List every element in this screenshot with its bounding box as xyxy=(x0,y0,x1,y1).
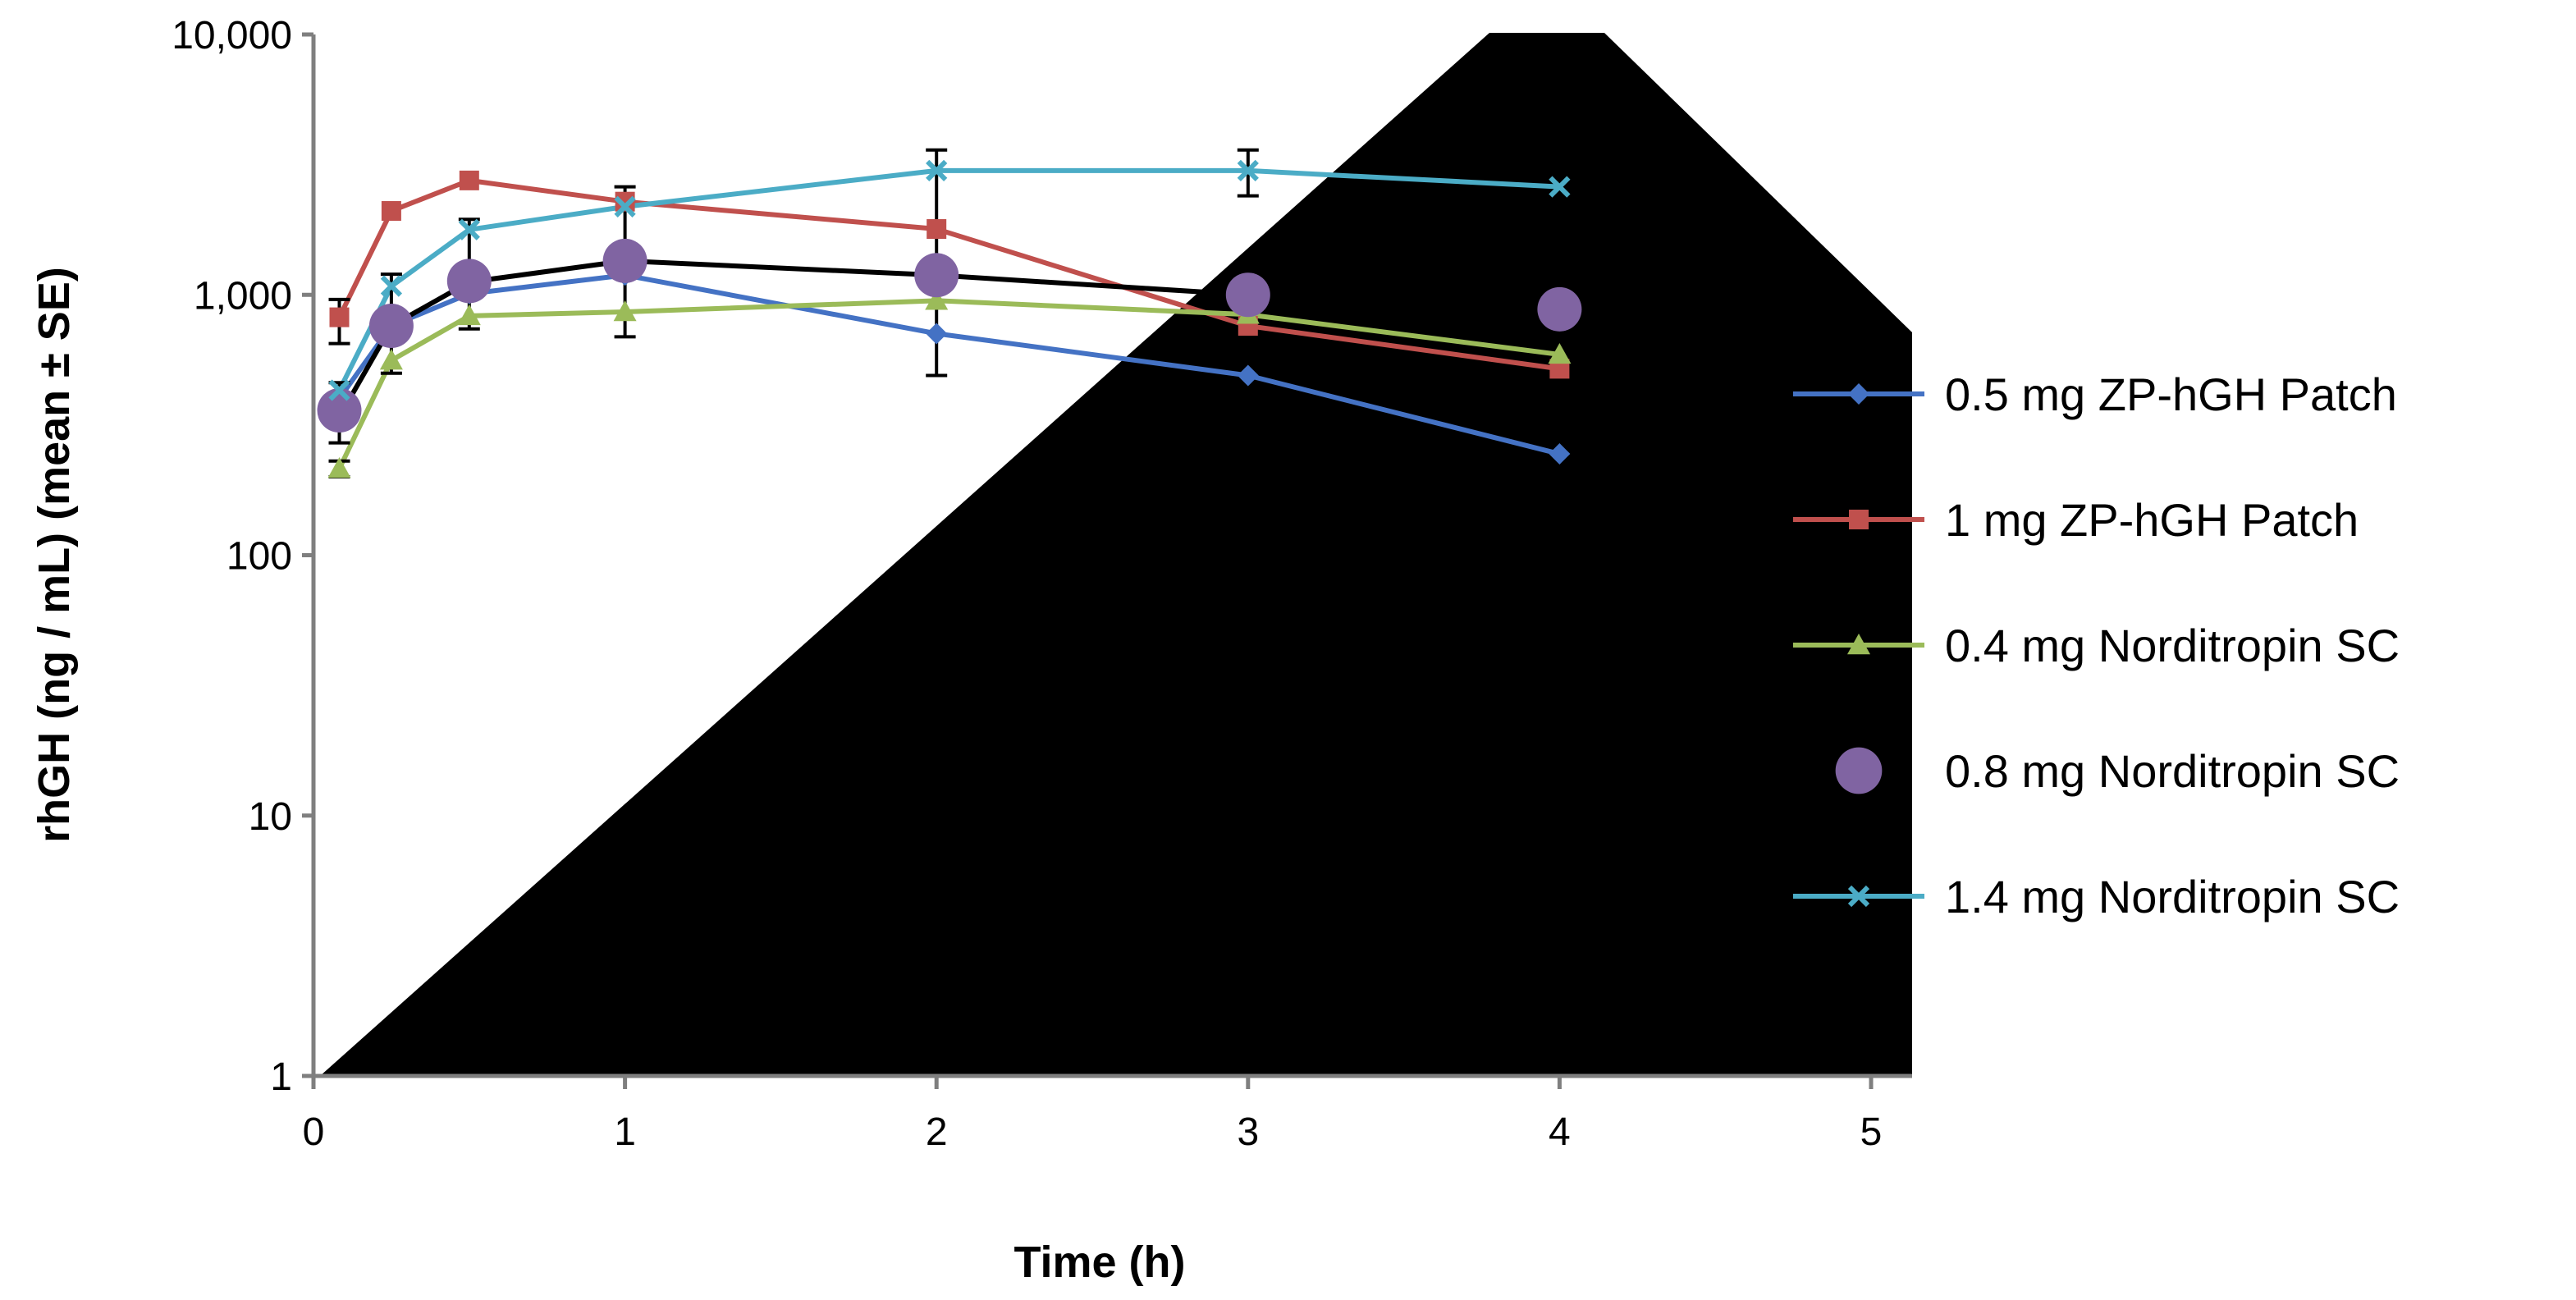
data-point xyxy=(613,300,637,322)
data-point xyxy=(602,238,647,283)
data-point xyxy=(457,304,481,326)
plot-area xyxy=(317,148,1582,478)
legend-marker xyxy=(1847,885,1870,908)
y-ticks: 1 10 100 1,000 10,000 xyxy=(172,14,313,1099)
y-axis-title: rhGH (ng / mL) (mean ± SE) xyxy=(30,267,79,843)
data-point xyxy=(380,275,403,297)
data-point xyxy=(927,219,947,240)
y-tick-label: 1 xyxy=(270,1055,292,1099)
data-point xyxy=(1237,159,1259,182)
data-point xyxy=(925,289,949,310)
data-point xyxy=(614,195,636,217)
x-tick-label: 2 xyxy=(926,1110,948,1154)
data-point xyxy=(327,457,351,478)
data-point xyxy=(317,388,362,433)
data-point xyxy=(1549,176,1571,198)
legend: 0.5 mg ZP-hGH Patch 1 mg ZP-hGH Patch 0.4 … xyxy=(1793,368,2400,922)
legend-label: 1.4 mg Norditropin SC xyxy=(1945,871,2400,922)
legend-item: 0.4 mg Norditropin SC xyxy=(1793,620,2400,671)
legend-label: 0.4 mg Norditropin SC xyxy=(1945,620,2400,671)
legend-item: 0.5 mg ZP-hGH Patch xyxy=(1793,368,2397,420)
data-point xyxy=(458,218,480,240)
legend-marker xyxy=(1849,510,1869,529)
data-point xyxy=(1225,272,1270,318)
data-point xyxy=(1548,342,1572,364)
data-point xyxy=(446,259,492,304)
data-point xyxy=(328,379,350,401)
data-point xyxy=(1237,364,1259,387)
data-point xyxy=(368,304,414,349)
data-point xyxy=(379,349,403,370)
series-markers xyxy=(317,159,1582,478)
x-axis-title: Time (h) xyxy=(1013,1238,1185,1287)
x-tick-label: 5 xyxy=(1860,1110,1883,1154)
y-tick-label: 10 xyxy=(249,795,292,839)
legend-label: 0.5 mg ZP-hGH Patch xyxy=(1945,368,2397,420)
data-point xyxy=(1537,286,1582,332)
data-point xyxy=(459,170,479,190)
data-point xyxy=(1549,443,1571,465)
black-occluding-shape xyxy=(320,33,1912,1076)
x-tick-label: 3 xyxy=(1237,1110,1259,1154)
data-point xyxy=(914,253,959,298)
data-point xyxy=(926,159,948,182)
legend-item: 1.4 mg Norditropin SC xyxy=(1793,871,2400,922)
y-tick-label: 1,000 xyxy=(194,274,292,318)
legend-label: 1 mg ZP-hGH Patch xyxy=(1945,494,2359,546)
legend-marker xyxy=(1835,747,1883,794)
x-tick-label: 1 xyxy=(614,1110,636,1154)
y-tick-label: 100 xyxy=(226,535,292,579)
legend-marker xyxy=(1848,383,1869,405)
legend-marker xyxy=(1847,634,1870,655)
x-tick-label: 4 xyxy=(1549,1110,1571,1154)
y-tick-label: 10,000 xyxy=(172,14,292,57)
data-point xyxy=(381,201,401,222)
legend-item: 1 mg ZP-hGH Patch xyxy=(1793,494,2359,546)
legend-item: 0.8 mg Norditropin SC xyxy=(1835,745,2400,797)
data-point xyxy=(329,307,350,327)
x-tick-label: 0 xyxy=(303,1110,325,1154)
legend-label: 0.8 mg Norditropin SC xyxy=(1945,745,2400,797)
x-ticks: 0 1 2 3 4 5 xyxy=(303,1076,1883,1154)
data-point xyxy=(926,323,948,345)
